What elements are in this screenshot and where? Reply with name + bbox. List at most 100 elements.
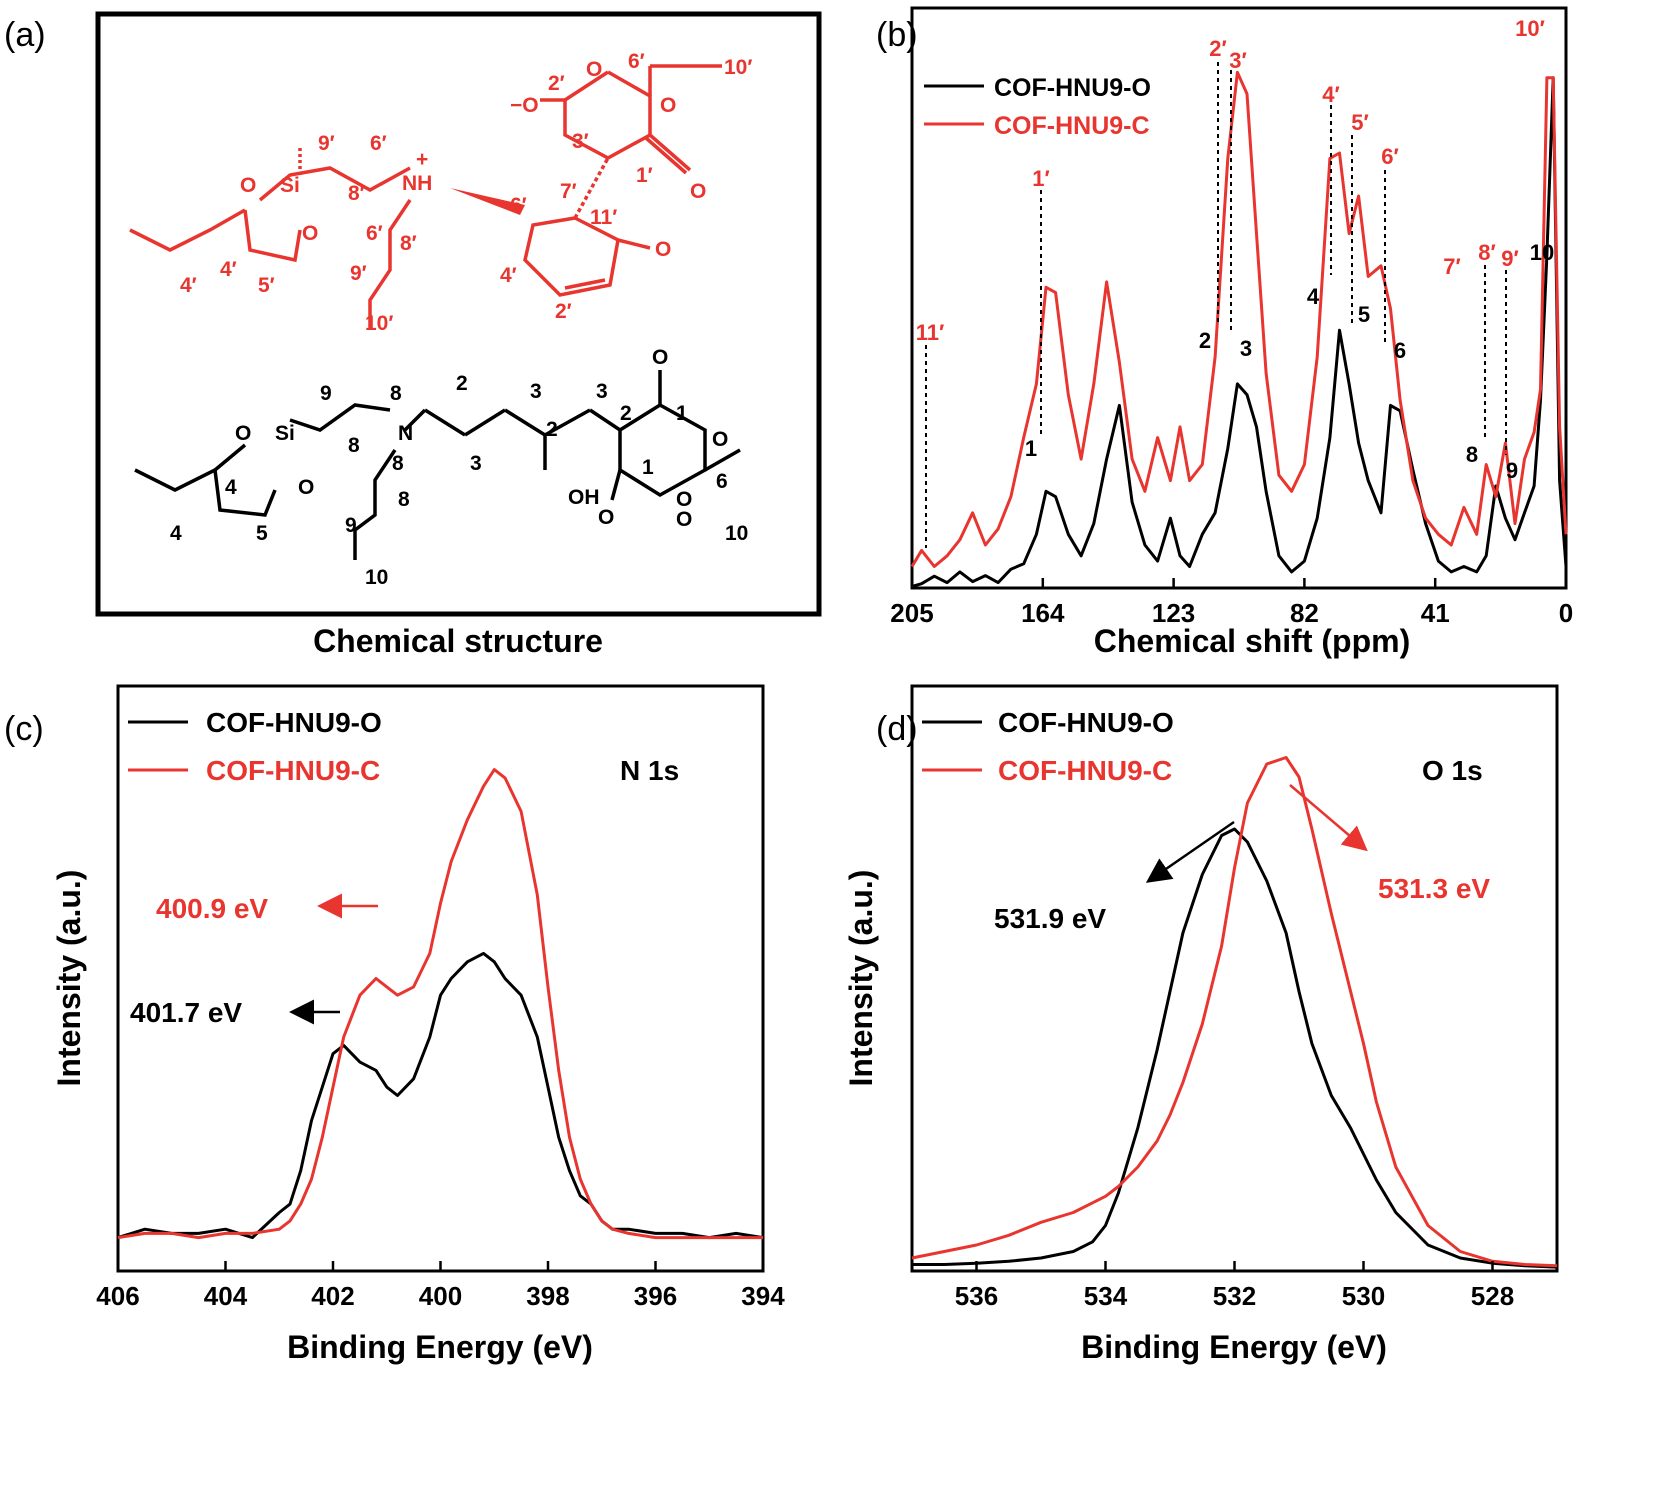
mol-label: O xyxy=(240,174,256,197)
mol-label: 2 xyxy=(456,372,468,395)
mol-label: 3′ xyxy=(572,130,589,153)
x-tick-label: 396 xyxy=(634,1281,677,1311)
peak-label: 9′ xyxy=(1501,246,1519,271)
peak-label: 6′ xyxy=(1381,144,1399,169)
mol-label: O xyxy=(652,346,668,369)
mol-label: 3 xyxy=(530,380,542,403)
peak-label: 4′ xyxy=(1322,82,1340,107)
mol-label: O xyxy=(660,94,676,117)
mol-label: 2′ xyxy=(548,72,565,95)
spectrum-title-c: N 1s xyxy=(620,755,679,786)
mol-label: 8 xyxy=(390,382,402,405)
peak-label: 5 xyxy=(1358,302,1370,327)
mol-label: −O xyxy=(510,94,539,117)
mol-label: 6′ xyxy=(366,222,383,245)
series-line-cof-hnu9-c xyxy=(910,70,1568,568)
mol-label: O xyxy=(655,238,671,261)
curves-d xyxy=(911,756,1558,1269)
mol-label: 1 xyxy=(676,402,688,425)
panel-a: 6′ 10′ 2′ −O O O 3′ 1′ O 9′ 6′ NH + Si O… xyxy=(95,11,822,659)
panel-label-c: (c) xyxy=(4,710,44,748)
mol-label: OH xyxy=(568,486,600,509)
arrow-531-9 xyxy=(1145,820,1235,883)
y-axis-title-d: Intensity (a.u.) xyxy=(843,870,879,1087)
x-tick-label: 530 xyxy=(1342,1281,1385,1311)
mol-label: 5′ xyxy=(258,274,275,297)
spectrum-title-d: O 1s xyxy=(1422,755,1483,786)
x-tick-label: 404 xyxy=(204,1281,248,1311)
mol-label: O xyxy=(690,180,706,203)
x-tick-label: 164 xyxy=(1021,598,1065,628)
peak-label: 2 xyxy=(1199,328,1211,353)
plot-frame-b xyxy=(910,6,1568,590)
series-line-cof-hnu9-o xyxy=(912,827,1558,1269)
x-axis-title-d: Binding Energy (eV) xyxy=(1081,1329,1387,1365)
peak-annotations: 1′ 2′ 3′ 4′ 5′ 6′ 7′ 8′ 9′ 10′ 11′ 1 2 3… xyxy=(916,16,1555,483)
mol-label: N xyxy=(398,422,413,445)
structure-caption: Chemical structure xyxy=(313,623,603,659)
mol-label: O xyxy=(598,506,614,529)
mol-label: 6′ xyxy=(370,132,387,155)
peak-label: 5′ xyxy=(1351,110,1369,135)
x-axis-title-b: Chemical shift (ppm) xyxy=(1094,623,1410,659)
mol-label: 4 xyxy=(225,476,237,499)
mol-label: O xyxy=(298,476,314,499)
peak-guides xyxy=(925,62,1507,548)
panel-d: 536 534 532 530 528 Binding Energy (eV) Inte… xyxy=(843,684,1559,1365)
mol-label: 2′ xyxy=(555,300,572,323)
mol-label: 2 xyxy=(546,418,558,441)
peak-label: 2′ xyxy=(1209,36,1227,61)
mol-label: 4′ xyxy=(500,264,517,287)
x-tick-label: 534 xyxy=(1084,1281,1128,1311)
mol-label: 4′ xyxy=(180,274,197,297)
x-tick-label: 0 xyxy=(1559,598,1573,628)
mol-label: O xyxy=(302,222,318,245)
mol-label: O xyxy=(676,488,692,511)
mol-label: 9 xyxy=(345,514,357,537)
mol-label: 3 xyxy=(470,452,482,475)
annotation-531-3: 531.3 eV xyxy=(1378,873,1490,904)
mol-label: 10′ xyxy=(724,56,752,79)
panel-label-a: (a) xyxy=(4,16,46,54)
peak-label: 4 xyxy=(1307,284,1320,309)
mol-label: O xyxy=(586,58,602,81)
y-axis-title-c: Intensity (a.u.) xyxy=(51,870,87,1087)
annotation-531-9: 531.9 eV xyxy=(994,903,1106,934)
mol-label: 4 xyxy=(170,522,182,545)
mol-label: 11′ xyxy=(590,206,617,229)
black-molecule-labels: O O 1 O 2 3 3 2 9 8 N Si O O 8 8 2 1 6 O… xyxy=(170,346,748,589)
mol-label: 3 xyxy=(596,380,608,403)
curves-b xyxy=(910,70,1568,588)
mol-label: 8 xyxy=(348,434,360,457)
ticks-c: 406 404 402 400 398 396 394 xyxy=(96,1261,785,1311)
mol-label: 9′ xyxy=(350,262,367,285)
peak-label: 9 xyxy=(1506,458,1518,483)
x-tick-label: 400 xyxy=(419,1281,462,1311)
peak-label: 3 xyxy=(1240,336,1252,361)
legend-label-cof-c: COF-HNU9-C xyxy=(206,755,380,786)
curves-c xyxy=(117,768,764,1240)
x-tick-label: 82 xyxy=(1290,598,1319,628)
peak-label: 3′ xyxy=(1229,48,1247,73)
mol-label: O xyxy=(676,508,692,531)
ticks-b: 205 164 123 82 41 0 xyxy=(890,578,1573,628)
mol-label: NH xyxy=(402,172,432,195)
mol-label: 4′ xyxy=(220,258,237,281)
x-tick-label: 532 xyxy=(1213,1281,1256,1311)
legend-label-cof-c: COF-HNU9-C xyxy=(998,755,1172,786)
mol-label: 8 xyxy=(398,488,410,511)
x-tick-label: 398 xyxy=(526,1281,569,1311)
mol-label: 5 xyxy=(256,522,268,545)
mol-label: 10′ xyxy=(365,312,393,335)
mol-label: 8′ xyxy=(400,232,417,255)
mol-label: 6 xyxy=(716,470,728,493)
mol-label: 10 xyxy=(365,566,388,589)
black-structure-bonds xyxy=(134,370,741,560)
x-tick-label: 536 xyxy=(955,1281,998,1311)
x-tick-label: 205 xyxy=(890,598,933,628)
mol-label: 9 xyxy=(320,382,332,405)
annotation-400-9: 400.9 eV xyxy=(156,893,268,924)
structure-frame xyxy=(95,11,822,617)
x-tick-label: 41 xyxy=(1421,598,1450,628)
peak-label: 10′ xyxy=(1515,16,1545,41)
